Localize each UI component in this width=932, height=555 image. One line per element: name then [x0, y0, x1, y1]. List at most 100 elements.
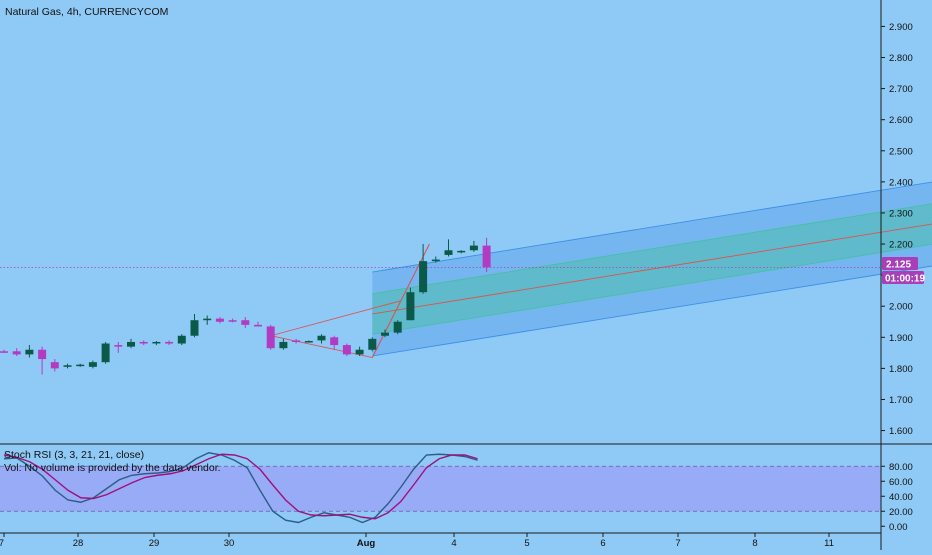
time-axis[interactable]: 27 28 29 30 Aug 4 5 6 7 8 11	[0, 532, 881, 549]
candle-body	[469, 245, 478, 251]
candle-body	[127, 341, 135, 347]
stoch-rsi-legend[interactable]: Stoch RSI (3, 3, 21, 21, close)	[4, 449, 144, 461]
bar-countdown-tag-bg	[882, 271, 924, 284]
time-tick-label: 7	[675, 538, 680, 549]
rsi-tick-label: 60.00	[889, 477, 913, 488]
price-tick-label: 2.600	[889, 115, 913, 126]
candle	[317, 334, 326, 344]
pitchfork-handle-line[interactable]	[270, 300, 401, 337]
candle	[203, 315, 212, 325]
channel-upper-line[interactable]	[372, 103, 932, 273]
candle-body	[406, 292, 415, 321]
price-tick-label: 2.700	[889, 84, 913, 95]
candle-body	[482, 245, 491, 268]
candle	[190, 313, 199, 338]
stoch-rsi-k-line	[3, 452, 478, 524]
candle-body	[101, 343, 110, 363]
stoch-rsi-lines	[3, 452, 478, 524]
candle-body	[457, 250, 466, 253]
candle-body	[203, 318, 212, 321]
candle-body	[368, 338, 377, 350]
time-tick-label: 11	[824, 538, 834, 549]
rsi-tick-label: 40.00	[889, 492, 913, 503]
price-tick-label: 1.600	[889, 426, 913, 437]
candle	[101, 341, 110, 364]
candle	[444, 239, 453, 257]
candle	[431, 256, 440, 263]
last-price-tag-bg	[882, 257, 918, 270]
time-tick-label: 4	[451, 538, 456, 549]
candle	[330, 335, 339, 350]
candle	[152, 341, 161, 346]
price-tick-label: 1.800	[889, 364, 913, 375]
candle	[38, 346, 47, 375]
candle-body	[215, 318, 224, 322]
stoch-rsi-axis: 0.00 20.00 40.00 60.00 80.00	[881, 462, 913, 533]
time-tick-label: 29	[149, 538, 160, 549]
volume-legend[interactable]: Vol: No volume is provided by the data v…	[4, 462, 221, 474]
candle-body	[304, 341, 313, 343]
price-tick-label: 2.800	[889, 53, 913, 64]
candle	[292, 338, 301, 344]
candle	[165, 340, 174, 346]
price-tick-label: 2.200	[889, 240, 913, 251]
price-tick-label: 2.000	[889, 302, 913, 313]
candle	[381, 329, 389, 338]
candle-body	[165, 341, 174, 344]
candle	[393, 320, 402, 335]
time-tick-label: 28	[73, 538, 84, 549]
bar-countdown-timer: 01:00:19	[885, 274, 925, 285]
candle	[241, 317, 250, 328]
candle-body	[88, 362, 97, 367]
candle-body	[241, 320, 250, 325]
candle-body	[266, 326, 275, 349]
channel-inner-upper-line[interactable]	[372, 124, 932, 295]
candle	[254, 321, 262, 327]
candle-body	[330, 337, 339, 346]
candle	[419, 244, 428, 294]
candle-body	[63, 365, 72, 367]
candle	[406, 287, 415, 321]
candle-body	[393, 321, 402, 333]
candle	[355, 346, 364, 356]
candle	[76, 363, 85, 367]
time-tick-label: 27	[0, 538, 4, 549]
candle	[63, 363, 72, 369]
price-tick-label: 2.300	[889, 208, 913, 219]
candle-body	[279, 341, 288, 349]
channel-inner-lower-line[interactable]	[372, 165, 932, 335]
candlestick-series	[0, 237, 491, 375]
candle-body	[342, 345, 351, 355]
rsi-tick-label: 0.00	[889, 522, 908, 533]
candle-body	[381, 332, 389, 336]
chart-title[interactable]: Natural Gas, 4h, CURRENCYCOM	[5, 6, 168, 18]
stoch-rsi-d-line	[3, 453, 478, 520]
candle-body	[177, 335, 186, 344]
candle	[12, 348, 21, 356]
candle-body	[38, 349, 47, 360]
channel-median-line[interactable]	[372, 145, 932, 315]
time-tick-label: 8	[752, 538, 757, 549]
candle	[139, 340, 148, 346]
candle-body	[228, 320, 237, 322]
time-tick-label: 6	[600, 538, 605, 549]
time-tick-label: Aug	[357, 538, 376, 549]
time-tick-label: 5	[524, 538, 529, 549]
candle	[266, 324, 275, 350]
candle-body	[114, 345, 123, 347]
price-tick-label: 1.900	[889, 333, 913, 344]
candle	[304, 340, 313, 343]
candle-body	[190, 320, 199, 336]
candle	[342, 343, 351, 356]
candle	[88, 360, 97, 369]
candle	[177, 334, 186, 346]
price-tick-label: 1.700	[889, 395, 913, 406]
candle-body	[292, 340, 301, 342]
candle	[482, 237, 491, 273]
price-tick-label: 2.500	[889, 146, 913, 157]
candle	[127, 338, 135, 349]
price-tick-label: 2.400	[889, 177, 913, 188]
candle	[279, 338, 288, 350]
